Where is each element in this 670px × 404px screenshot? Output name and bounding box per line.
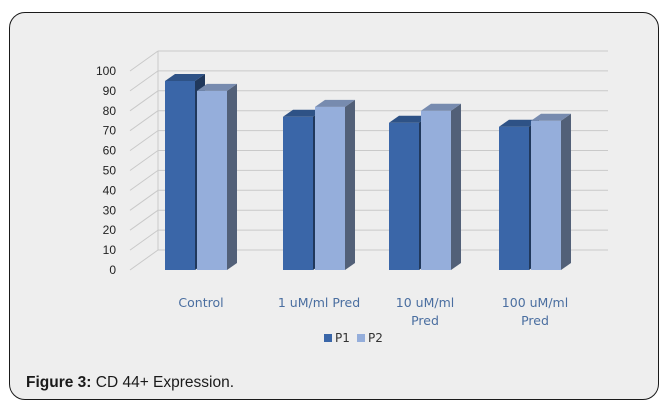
y-tick-label: 10 xyxy=(103,243,117,257)
side-gridline xyxy=(129,229,159,251)
bar-top xyxy=(531,113,571,121)
side-gridline xyxy=(129,169,159,191)
legend-swatch-p1 xyxy=(324,334,332,342)
y-tick-label: 70 xyxy=(103,124,117,138)
side-gridline xyxy=(129,130,159,152)
y-tick-label: 50 xyxy=(103,164,117,178)
legend-label-p1: P1 xyxy=(335,331,350,345)
side-gridline xyxy=(129,249,159,271)
caption-text: CD 44+ Expression. xyxy=(91,374,235,391)
y-tick-label: 20 xyxy=(103,223,117,237)
bar-top xyxy=(421,103,461,111)
bar-top xyxy=(389,115,429,123)
side-gridline xyxy=(129,189,159,211)
y-tick-label: 100 xyxy=(96,64,116,78)
side-gridline xyxy=(129,110,159,132)
y-tick-label: 80 xyxy=(103,104,117,118)
figure-caption: Figure 3: CD 44+ Expression. xyxy=(26,374,234,392)
legend-swatch-p2 xyxy=(357,334,365,342)
bar-top xyxy=(197,83,237,91)
bar-p1 xyxy=(389,122,419,271)
x-tick-label: Pred xyxy=(411,313,439,328)
bar-p1 xyxy=(283,116,313,271)
bar-top xyxy=(165,73,205,81)
x-tick-label: 10 uM/ml xyxy=(396,295,454,310)
x-tick-label: 1 uM/ml Pred xyxy=(278,295,360,310)
legend-label-p2: P2 xyxy=(368,331,383,345)
y-tick-label: 60 xyxy=(103,144,117,158)
bar-side xyxy=(227,83,237,271)
x-tick-label: Control xyxy=(178,295,223,310)
bar-p2 xyxy=(197,90,227,271)
y-tick-label: 30 xyxy=(103,203,117,217)
bar-top xyxy=(315,99,355,107)
side-gridline xyxy=(129,50,159,72)
x-tick-label: 100 uM/ml xyxy=(502,295,568,310)
side-gridline xyxy=(129,209,159,231)
bar-p2 xyxy=(421,110,451,270)
side-gridline xyxy=(129,90,159,112)
y-tick-label: 90 xyxy=(103,84,117,98)
bar-side xyxy=(451,103,461,270)
side-gridline xyxy=(129,150,159,171)
bar-p2 xyxy=(315,106,345,270)
caption-label: Figure 3: xyxy=(26,374,92,391)
bar-p1 xyxy=(165,80,195,270)
bar-p2 xyxy=(531,120,561,270)
y-tick-label: 40 xyxy=(103,183,117,197)
bar-top xyxy=(499,119,539,127)
bar-side xyxy=(561,113,571,270)
bar-side xyxy=(345,99,355,270)
bar-top xyxy=(283,109,323,117)
y-tick-label: 0 xyxy=(109,263,116,277)
x-tick-label: Pred xyxy=(521,313,549,328)
bar-p1 xyxy=(499,126,529,270)
side-gridline xyxy=(129,70,159,92)
